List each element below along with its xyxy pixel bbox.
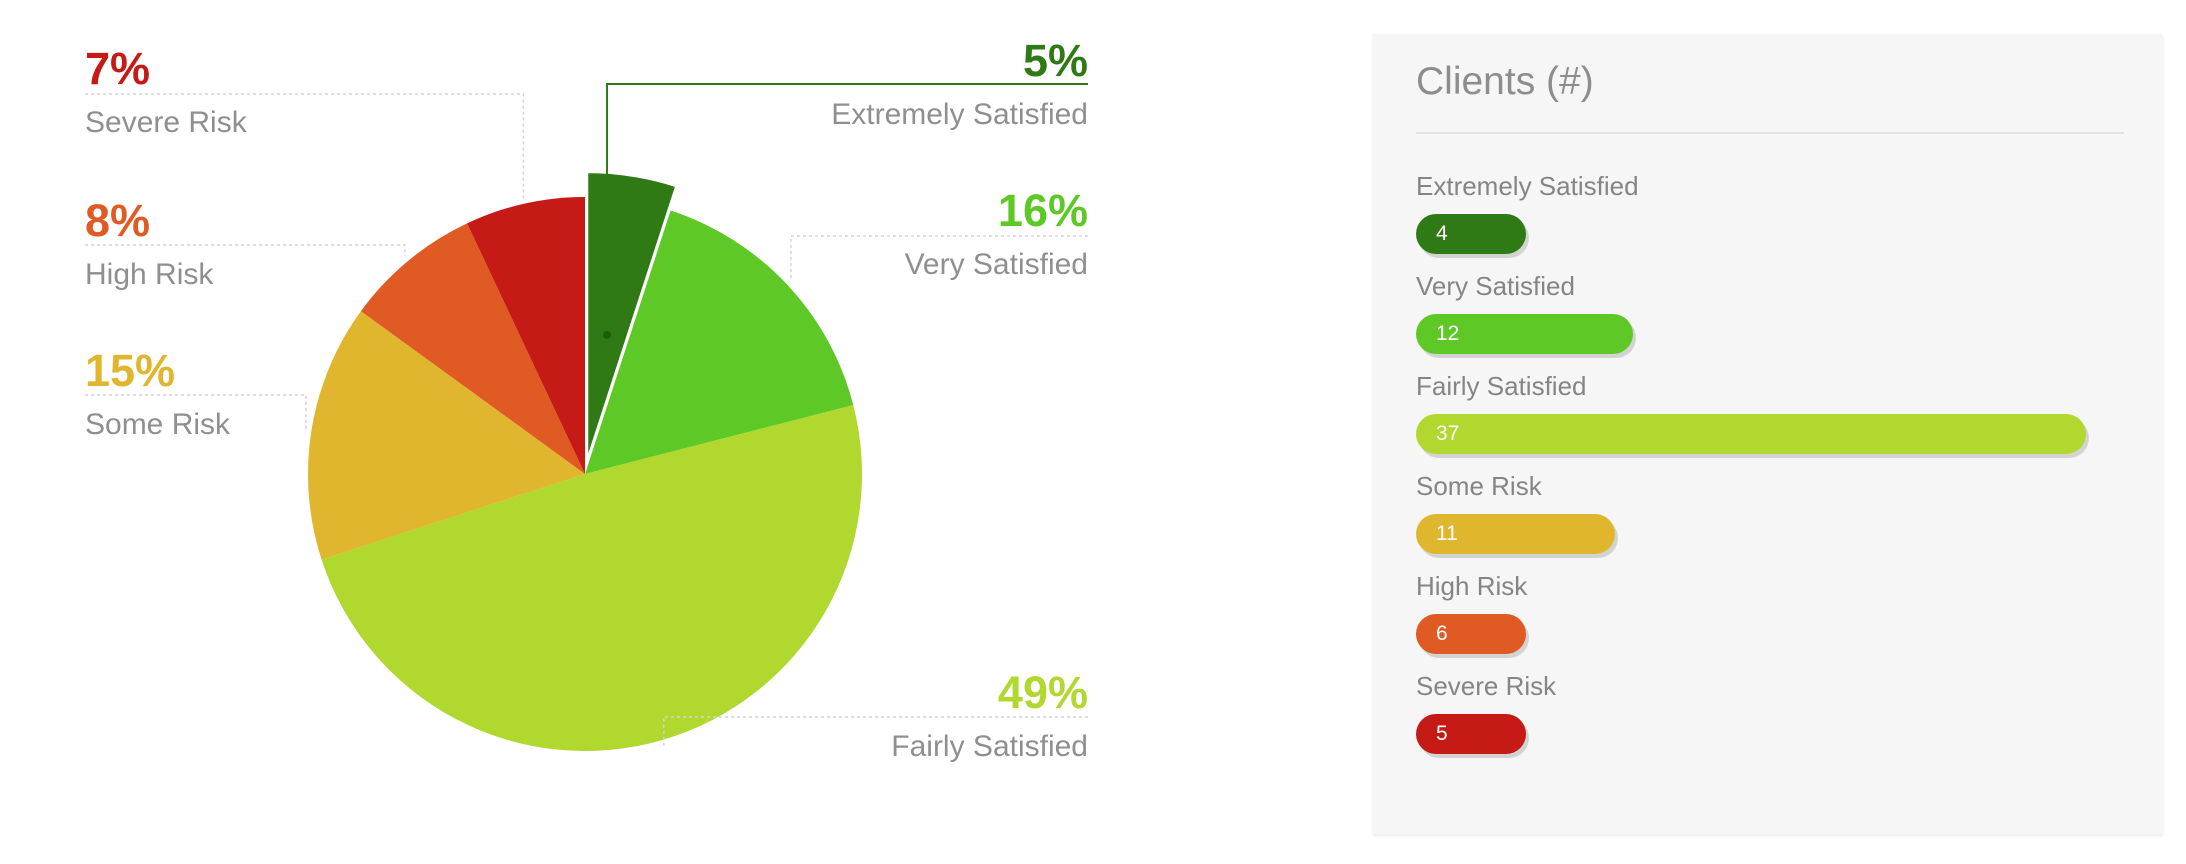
pie-label-some-risk: Some Risk	[85, 408, 231, 441]
bar-row-fairly-satisfied: Fairly Satisfied 37	[1416, 369, 2124, 469]
bar-value-very-satisfied: 12	[1436, 322, 1460, 345]
bar-label-some-risk: Some Risk	[1416, 471, 1542, 501]
pie-label-extremely-satisfied: Extremely Satisfied	[831, 98, 1088, 131]
bar-extremely-satisfied: 4	[1416, 214, 1526, 254]
bar-value-severe-risk: 5	[1436, 722, 1448, 745]
leader-line-severe-risk	[85, 93, 525, 199]
pie-labels: 5% Extremely Satisfied 16% Very Satisfied 49…	[85, 35, 1088, 763]
leader-line-very-satisfied	[790, 235, 1088, 281]
bar-value-some-risk: 11	[1436, 522, 1458, 545]
pie-label-fairly-satisfied: Fairly Satisfied	[891, 730, 1088, 763]
pie-percent-fairly-satisfied: 49%	[998, 667, 1088, 718]
bar-high-risk: 6	[1416, 614, 1526, 654]
pie-percent-severe-risk: 7%	[85, 43, 150, 94]
pie-slice-extremely-satisfied	[584, 169, 680, 467]
bar-some-risk: 11	[1416, 514, 1616, 554]
pie-slice-some-risk	[307, 311, 585, 560]
leader-line-some-risk	[85, 394, 307, 430]
clients-title: Clients (#)	[1416, 60, 1594, 103]
pie-slices	[307, 169, 862, 751]
pie-slice-high-risk	[360, 223, 585, 474]
leader-dot-extremely-satisfied	[603, 330, 612, 339]
bar-row-extremely-satisfied: Extremely Satisfied 4	[1416, 169, 2124, 269]
bar-value-high-risk: 6	[1436, 622, 1448, 645]
pie-percent-extremely-satisfied: 5%	[1023, 35, 1088, 86]
pie-slice-very-satisfied	[585, 210, 854, 474]
bar-row-high-risk: High Risk 6	[1416, 569, 2124, 669]
pie-percent-some-risk: 15%	[85, 345, 175, 396]
bar-row-some-risk: Some Risk 11	[1416, 469, 2124, 569]
pie-percent-very-satisfied: 16%	[998, 185, 1088, 236]
bar-list: Extremely Satisfied 4 Very Satisfied 12 Fair…	[1416, 169, 2124, 769]
pie-label-high-risk: High Risk	[85, 258, 214, 291]
pie-percent-high-risk: 8%	[85, 195, 150, 246]
bar-label-extremely-satisfied: Extremely Satisfied	[1416, 171, 1639, 201]
leader-line-high-risk	[85, 244, 406, 257]
bar-row-very-satisfied: Very Satisfied 12	[1416, 269, 2124, 369]
bar-label-severe-risk: Severe Risk	[1416, 671, 1557, 701]
clients-panel: Clients (#) Extremely Satisfied 4 Very Sat…	[1372, 34, 2162, 834]
bar-value-fairly-satisfied: 37	[1436, 422, 1460, 445]
pie-slice-severe-risk	[467, 197, 585, 474]
bar-value-extremely-satisfied: 4	[1436, 222, 1448, 245]
pie-chart: 5% Extremely Satisfied 16% Very Satisfied 49…	[85, 35, 1088, 763]
bar-label-very-satisfied: Very Satisfied	[1416, 271, 1575, 301]
pie-label-severe-risk: Severe Risk	[85, 106, 248, 139]
bar-label-high-risk: High Risk	[1416, 571, 1528, 601]
bar-fairly-satisfied: 37	[1416, 414, 2086, 454]
bar-very-satisfied: 12	[1416, 314, 1634, 354]
pie-label-very-satisfied: Very Satisfied	[905, 248, 1088, 281]
pie-slice-fairly-satisfied	[321, 405, 862, 751]
bar-severe-risk: 5	[1416, 714, 1526, 754]
leader-line-extremely-satisfied	[606, 83, 1088, 335]
panel-divider	[1416, 132, 2124, 134]
bar-label-fairly-satisfied: Fairly Satisfied	[1416, 371, 1587, 401]
bar-row-severe-risk: Severe Risk 5	[1416, 669, 2124, 769]
